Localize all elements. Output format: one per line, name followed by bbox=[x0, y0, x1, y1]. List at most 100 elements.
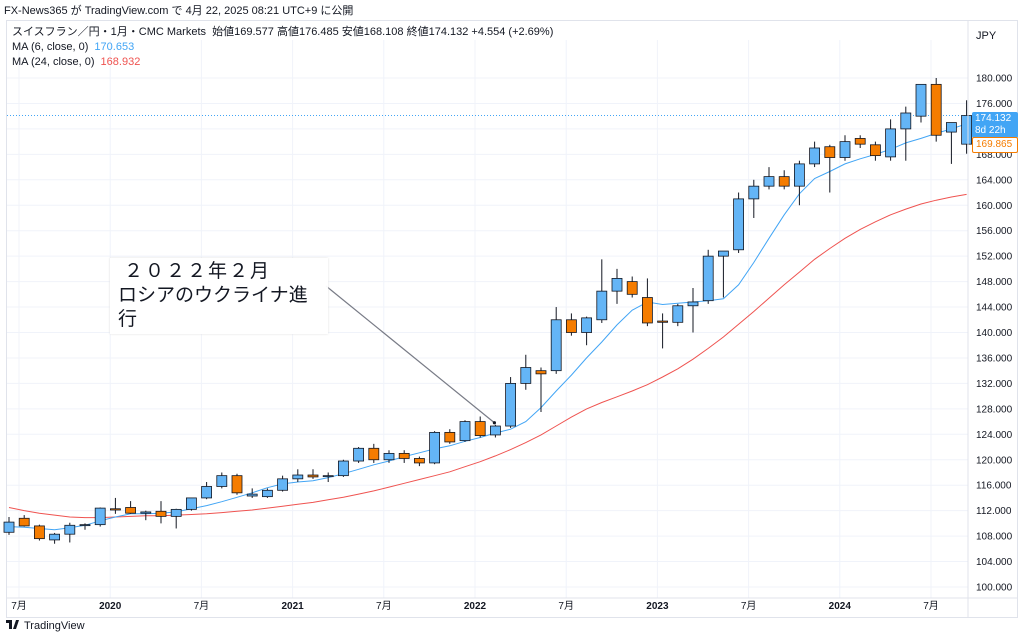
candle bbox=[854, 135, 866, 148]
candle-body bbox=[687, 301, 699, 307]
candle bbox=[596, 259, 608, 323]
chart-legend: スイスフラン／円・1月・CMC Markets 始値169.577 高値176.… bbox=[12, 25, 553, 70]
annotation-line-1: ２０２２年２月 bbox=[124, 261, 272, 282]
footer-text: TradingView bbox=[24, 620, 85, 632]
bar-countdown: 8d 22h bbox=[975, 125, 1006, 136]
candle-body bbox=[657, 320, 668, 323]
candle bbox=[505, 377, 517, 428]
candle-body bbox=[322, 475, 334, 478]
candle-body bbox=[3, 521, 15, 533]
candle bbox=[535, 367, 547, 413]
currency-label[interactable]: JPY bbox=[976, 30, 997, 42]
candle-body bbox=[946, 122, 957, 133]
ohlc-values: 始値169.577 高値176.485 安値168.108 終値174.132 … bbox=[212, 26, 554, 38]
candle-body bbox=[900, 112, 912, 130]
x-tick-label: 2023 bbox=[646, 601, 669, 612]
candle-body bbox=[292, 474, 304, 480]
candle bbox=[307, 469, 319, 479]
chart-grid bbox=[7, 40, 968, 598]
candle-body bbox=[535, 370, 547, 375]
symbol-title: スイスフラン／円・1月・CMC Markets bbox=[12, 26, 207, 38]
candle-body bbox=[961, 115, 972, 145]
y-tick-label: 176.000 bbox=[976, 99, 1013, 110]
candle bbox=[581, 316, 592, 346]
candle-body bbox=[261, 489, 273, 498]
candle-body bbox=[733, 198, 744, 251]
candle bbox=[642, 278, 653, 327]
candle bbox=[550, 307, 562, 374]
ma24-line-layer bbox=[8, 193, 967, 519]
candle bbox=[687, 287, 699, 333]
last-price-tag: 174.132 8d 22h bbox=[972, 112, 1018, 138]
candle-body bbox=[809, 147, 820, 165]
ma6-label[interactable]: MA (6, close, 0) bbox=[12, 41, 89, 53]
candle-body bbox=[839, 141, 851, 158]
candle-body bbox=[505, 382, 517, 427]
candle bbox=[110, 497, 121, 514]
candle-body bbox=[854, 138, 866, 145]
candle-body bbox=[520, 367, 532, 384]
candle bbox=[429, 431, 441, 465]
candle bbox=[322, 472, 334, 483]
annotation-box[interactable]: ２０２２年２月 ロシアのウクライナ進行 bbox=[110, 258, 328, 334]
candle-body bbox=[581, 317, 592, 333]
candle-body bbox=[231, 475, 243, 494]
candle bbox=[337, 459, 349, 477]
candle bbox=[34, 524, 45, 541]
x-tick-label: 2022 bbox=[464, 601, 487, 612]
candle-body bbox=[94, 507, 106, 526]
candle-body bbox=[201, 486, 213, 499]
candle-body bbox=[155, 510, 167, 517]
candle bbox=[231, 473, 243, 495]
y-tick-label: 128.000 bbox=[976, 404, 1013, 415]
annotation-pointer bbox=[325, 285, 495, 424]
candle bbox=[885, 119, 896, 161]
candle bbox=[3, 517, 15, 535]
candle bbox=[140, 510, 152, 521]
candle bbox=[155, 501, 167, 524]
y-tick-label: 116.000 bbox=[976, 481, 1012, 492]
ma6-line-layer bbox=[8, 123, 967, 531]
candles-layer bbox=[3, 78, 972, 544]
y-tick-label: 164.000 bbox=[976, 175, 1013, 186]
y-tick-label: 168.000 bbox=[976, 150, 1013, 161]
candle bbox=[900, 106, 912, 161]
candle bbox=[489, 424, 501, 438]
candle-body bbox=[368, 447, 380, 461]
candle bbox=[702, 249, 714, 304]
annotation-dot bbox=[492, 421, 496, 425]
candle bbox=[383, 450, 395, 463]
y-tick-label: 112.000 bbox=[976, 506, 1012, 517]
ma6-line bbox=[8, 123, 967, 531]
candle bbox=[474, 416, 486, 438]
candle-body bbox=[702, 255, 714, 302]
ma24-label[interactable]: MA (24, close, 0) bbox=[12, 56, 95, 68]
footer-brand[interactable]: TradingView bbox=[6, 620, 85, 632]
tradingview-logo-icon bbox=[6, 620, 20, 632]
candle bbox=[718, 250, 729, 298]
ma24-value: 168.932 bbox=[100, 56, 141, 68]
candle-body bbox=[185, 497, 197, 510]
candle bbox=[246, 488, 258, 498]
x-tick-label: 7月 bbox=[11, 600, 27, 612]
candle bbox=[733, 192, 744, 253]
candle bbox=[185, 497, 197, 511]
candle-body bbox=[642, 297, 653, 324]
ma-price-tag: 169.865 bbox=[972, 137, 1018, 153]
candle-body bbox=[49, 533, 60, 541]
x-tick-label: 7月 bbox=[376, 600, 392, 612]
candle bbox=[18, 515, 30, 527]
x-tick-label: 7月 bbox=[194, 600, 210, 612]
y-tick-label: 124.000 bbox=[976, 430, 1013, 441]
candle bbox=[520, 354, 532, 390]
candle-body bbox=[611, 278, 623, 292]
candle-body bbox=[125, 507, 136, 514]
candle bbox=[444, 429, 456, 444]
y-tick-label: 148.000 bbox=[976, 277, 1013, 288]
ma24-line bbox=[8, 193, 967, 519]
candle bbox=[170, 508, 182, 529]
candle-body bbox=[718, 250, 729, 257]
candle bbox=[125, 501, 136, 514]
x-tick-label: 2024 bbox=[829, 601, 852, 612]
